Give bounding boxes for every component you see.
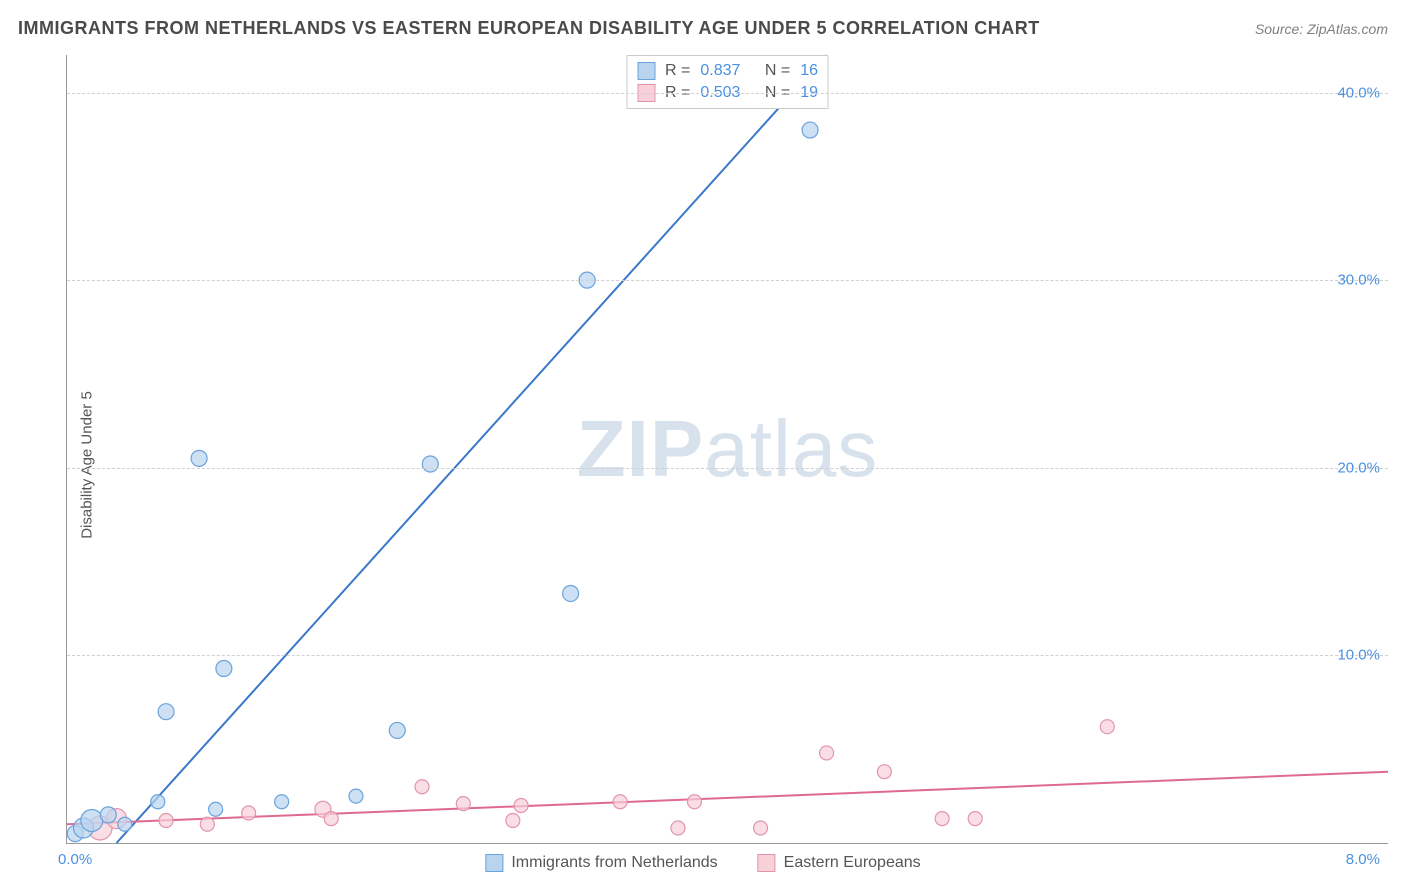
chart-container: Disability Age Under 5 ZIPatlas R = 0.83… (18, 55, 1388, 874)
y-tick-label: 30.0% (1337, 272, 1380, 289)
grid-line (67, 468, 1388, 469)
y-tick-label: 10.0% (1337, 647, 1380, 664)
grid-line (67, 655, 1388, 656)
svg-layer (67, 55, 1388, 843)
chart-title: IMMIGRANTS FROM NETHERLANDS VS EASTERN E… (18, 18, 1040, 39)
legend-swatch-pink-icon (758, 854, 776, 872)
legend-label-blue: Immigrants from Netherlands (511, 854, 717, 872)
stats-box: R = 0.837 N = 16 R = 0.503 N = 19 (626, 55, 829, 109)
plot-area: ZIPatlas R = 0.837 N = 16 R = 0.503 N = … (66, 55, 1388, 844)
source-label: Source: ZipAtlas.com (1255, 21, 1388, 37)
x-origin-label: 0.0% (58, 851, 92, 868)
legend-swatch-blue-icon (485, 854, 503, 872)
grid-line (67, 93, 1388, 94)
bottom-legend: Immigrants from Netherlands Eastern Euro… (485, 854, 920, 872)
y-tick-label: 40.0% (1337, 84, 1380, 101)
legend-item-pink: Eastern Europeans (758, 854, 921, 872)
header: IMMIGRANTS FROM NETHERLANDS VS EASTERN E… (18, 18, 1388, 39)
grid-line (67, 280, 1388, 281)
y-tick-label: 20.0% (1337, 459, 1380, 476)
legend-label-pink: Eastern Europeans (784, 854, 921, 872)
legend-item-blue: Immigrants from Netherlands (485, 854, 717, 872)
swatch-blue-icon (637, 62, 655, 80)
x-max-label: 8.0% (1346, 851, 1380, 868)
stats-row-blue: R = 0.837 N = 16 (637, 60, 818, 82)
